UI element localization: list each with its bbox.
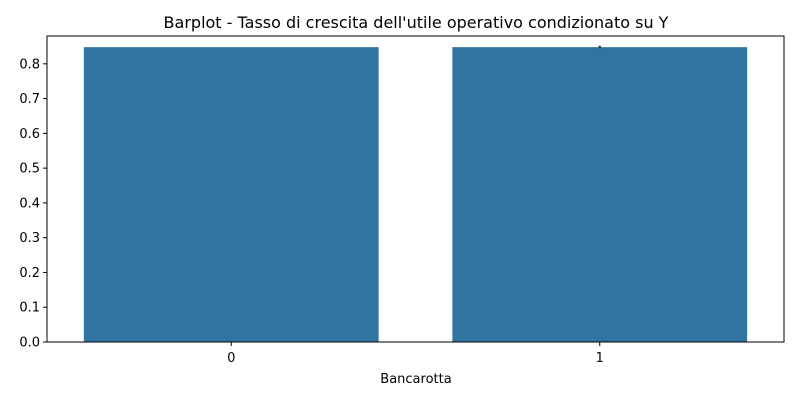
y-tick-label-2: 0.2 — [19, 266, 40, 281]
plot-frame — [46, 35, 785, 343]
y-tick-label-5: 0.5 — [19, 162, 40, 177]
y-tick-label-8: 0.8 — [19, 57, 40, 72]
x-axis-label: Bancarotta — [380, 372, 451, 387]
y-tick-label-1: 0.1 — [19, 301, 40, 316]
y-axis: 0.0 0.1 0.2 0.3 0.4 0.5 0.6 0.7 0.8 — [19, 57, 47, 351]
y-tick-label-4: 0.4 — [19, 196, 40, 211]
y-tick-label-0: 0.0 — [19, 336, 40, 351]
chart-title: Barplot - Tasso di crescita dell'utile o… — [164, 13, 669, 32]
bar-0 — [83, 47, 379, 343]
y-tick-label-3: 0.3 — [19, 231, 40, 246]
bars-group — [83, 47, 748, 343]
x-tick-label-0: 0 — [227, 351, 235, 366]
y-tick-label-6: 0.6 — [19, 127, 40, 142]
y-tick-label-7: 0.7 — [19, 92, 40, 107]
bar-1 — [452, 47, 748, 343]
x-tick-label-1: 1 — [596, 351, 604, 366]
